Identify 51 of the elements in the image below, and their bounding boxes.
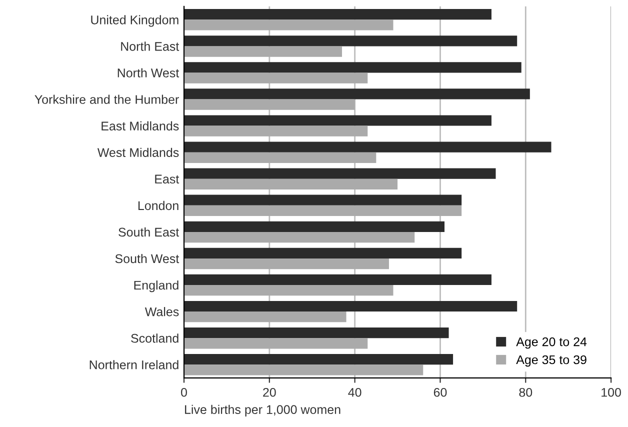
bar xyxy=(184,46,342,57)
bar xyxy=(184,300,518,312)
x-tick-label: 40 xyxy=(348,388,362,397)
bar xyxy=(184,232,415,243)
y-tick-label: England xyxy=(134,280,178,292)
x-tick-label: 60 xyxy=(434,388,447,397)
y-tick-label: South East xyxy=(118,227,180,237)
bar xyxy=(184,258,389,270)
y-tick-label: West Midlands xyxy=(97,148,179,157)
bar xyxy=(184,274,492,286)
bar xyxy=(184,168,496,179)
bar xyxy=(184,338,368,349)
x-tick-label: 80 xyxy=(519,388,532,397)
bar xyxy=(184,312,346,322)
bar xyxy=(184,115,492,126)
bar xyxy=(184,20,394,30)
bar xyxy=(184,72,368,84)
bar xyxy=(184,88,530,100)
bar xyxy=(184,205,462,216)
bar xyxy=(184,9,492,20)
legend-label: Age 35 to 39 xyxy=(516,355,586,367)
bar xyxy=(184,152,376,163)
x-tick-label: 100 xyxy=(602,388,621,397)
y-tick-label: Northern Ireland xyxy=(90,360,178,370)
bar xyxy=(184,285,394,296)
bar xyxy=(184,142,552,152)
y-tick-label: North West xyxy=(118,68,180,78)
bar xyxy=(184,126,368,136)
bar xyxy=(184,221,444,232)
bar xyxy=(184,99,355,110)
x-axis-title: Live births per 1,000 women xyxy=(185,404,340,416)
bar xyxy=(184,194,462,206)
y-tick-label: United Kingdom xyxy=(91,15,178,27)
y-tick-label: South West xyxy=(115,254,180,264)
x-tick-label: 20 xyxy=(263,388,276,397)
bar xyxy=(184,248,462,258)
y-tick-label: Scotland xyxy=(131,334,178,343)
bar xyxy=(184,354,454,365)
y-tick-label: Wales xyxy=(144,307,179,316)
bar xyxy=(184,327,449,338)
bar xyxy=(184,36,518,46)
legend-label: Age 20 to 24 xyxy=(516,337,587,349)
bar xyxy=(184,178,398,190)
y-tick-label: East xyxy=(155,174,180,184)
x-tick-label: 0 xyxy=(181,388,187,397)
y-tick-label: London xyxy=(138,200,178,210)
y-tick-label: East Midlands xyxy=(102,121,179,130)
bar xyxy=(184,62,522,73)
y-tick-label: Yorkshire and the Humber xyxy=(34,94,179,104)
bar xyxy=(184,364,424,376)
y-tick-label: North East xyxy=(121,42,180,51)
